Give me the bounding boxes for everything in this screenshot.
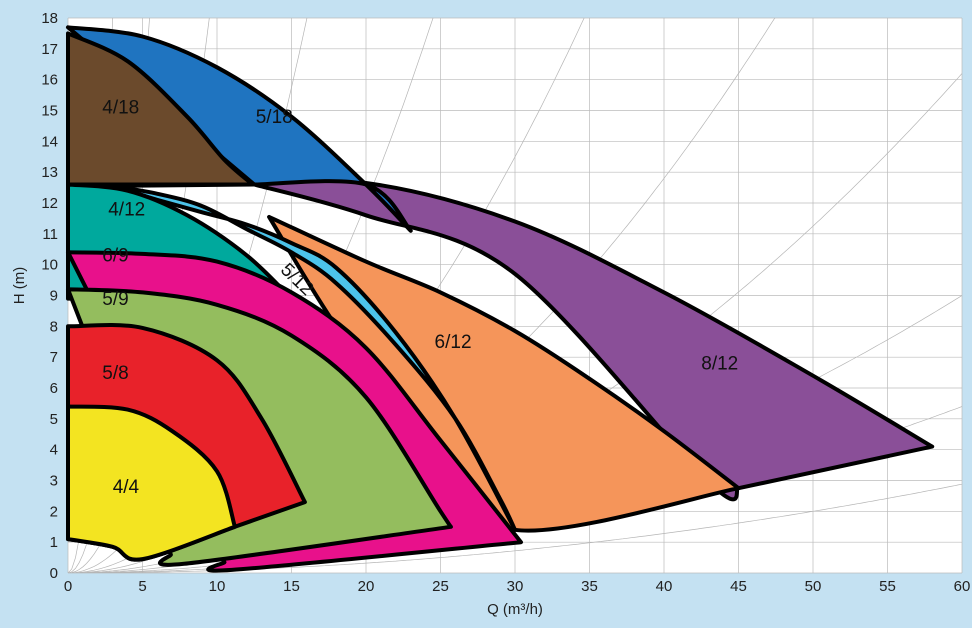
region-4-4 [66, 404, 237, 562]
y-tick-label-10: 10 [41, 257, 58, 274]
x-axis-ticks: 0 5 10 15 20 25 30 35 40 45 50 55 60 [64, 578, 971, 595]
y-tick-label-6: 6 [50, 380, 58, 397]
region-labels: 8/125/184/186/125/124/126/95/95/84/4 [102, 98, 738, 498]
region-label-4-4: 4/4 [113, 477, 140, 498]
y-axis-label: H (m) [11, 267, 28, 305]
x-tick-label-45: 45 [730, 578, 747, 595]
y-tick-label-18: 18 [41, 10, 58, 27]
y-tick-label-15: 15 [41, 103, 58, 120]
y-tick-label-13: 13 [41, 164, 58, 181]
region-5-12 [66, 182, 517, 532]
x-tick-label-0: 0 [64, 578, 72, 595]
y-tick-label-12: 12 [41, 195, 58, 212]
region-label-5-18: 5/18 [256, 107, 293, 128]
y-tick-label-8: 8 [50, 318, 58, 335]
x-tick-label-55: 55 [879, 578, 896, 595]
y-tick-label-17: 17 [41, 41, 58, 58]
x-tick-label-40: 40 [656, 578, 673, 595]
x-tick-label-15: 15 [283, 578, 300, 595]
region-label-4-18: 4/18 [102, 98, 139, 119]
y-tick-label-14: 14 [41, 133, 58, 150]
region-label-6-9: 6/9 [102, 246, 128, 267]
performance-regions [66, 25, 935, 573]
y-tick-label-7: 7 [50, 349, 58, 366]
x-tick-label-10: 10 [209, 578, 226, 595]
region-label-6-12: 6/12 [435, 332, 472, 353]
y-tick-label-2: 2 [50, 503, 58, 520]
x-tick-label-25: 25 [432, 578, 449, 595]
region-label-5-8: 5/8 [102, 363, 128, 384]
x-tick-label-60: 60 [954, 578, 971, 595]
y-tick-label-0: 0 [50, 565, 58, 582]
y-tick-label-11: 11 [42, 226, 58, 243]
x-tick-label-20: 20 [358, 578, 375, 595]
y-tick-label-16: 16 [41, 72, 58, 89]
x-tick-label-5: 5 [138, 578, 146, 595]
y-tick-label-9: 9 [50, 288, 58, 305]
y-tick-label-1: 1 [50, 534, 58, 551]
region-4-18 [66, 31, 255, 187]
x-tick-label-50: 50 [805, 578, 822, 595]
region-label-4-12: 4/12 [108, 199, 145, 220]
x-tick-label-30: 30 [507, 578, 524, 595]
y-tick-label-4: 4 [50, 442, 58, 459]
region-label-8-12: 8/12 [701, 354, 738, 375]
region-label-5-9: 5/9 [102, 289, 128, 310]
y-tick-label-3: 3 [50, 473, 58, 490]
y-tick-label-5: 5 [50, 411, 58, 428]
x-tick-label-35: 35 [581, 578, 598, 595]
x-axis-label: Q (m³/h) [487, 601, 543, 618]
region-5-18 [66, 25, 413, 233]
